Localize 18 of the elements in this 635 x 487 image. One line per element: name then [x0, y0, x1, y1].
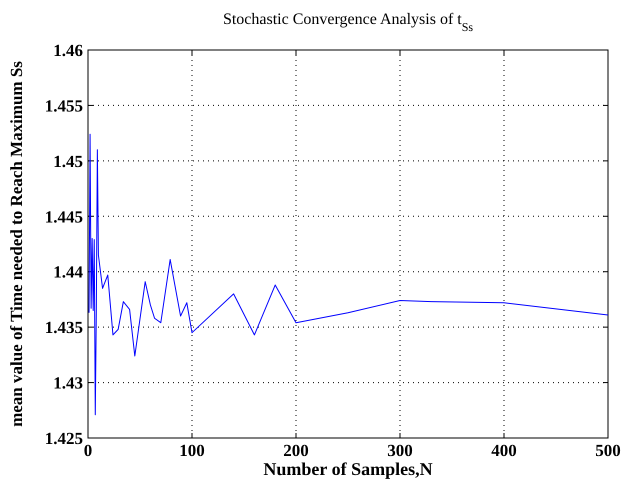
chart-title: Stochastic Convergence Analysis of t$_{Ss}$: [222, 11, 474, 34]
line-series: [88, 134, 608, 416]
x-axis-title: Number of Samples,N: [263, 459, 433, 479]
y-tick-label: 1.435: [44, 318, 83, 338]
y-tick-label: 1.44: [53, 262, 84, 282]
y-tick-label: 1.455: [44, 96, 83, 116]
x-tick-label: 300: [387, 441, 413, 460]
x-tick-label: 400: [491, 441, 517, 460]
y-axis-title: mean value of Time needed to Reach Maximum Ss: [7, 60, 26, 427]
y-tick-label: 1.45: [53, 152, 83, 171]
y-tick-label: 1.46: [53, 41, 83, 60]
x-tick-label: 500: [595, 441, 621, 460]
x-tick-label: 0: [84, 441, 92, 460]
x-tick-label: 100: [179, 441, 205, 460]
x-tick-label: 200: [283, 441, 309, 460]
y-tick-label: 1.43: [53, 374, 83, 393]
y-tick-label: 1.425: [44, 429, 83, 448]
y-tick-label: 1.445: [44, 207, 83, 226]
